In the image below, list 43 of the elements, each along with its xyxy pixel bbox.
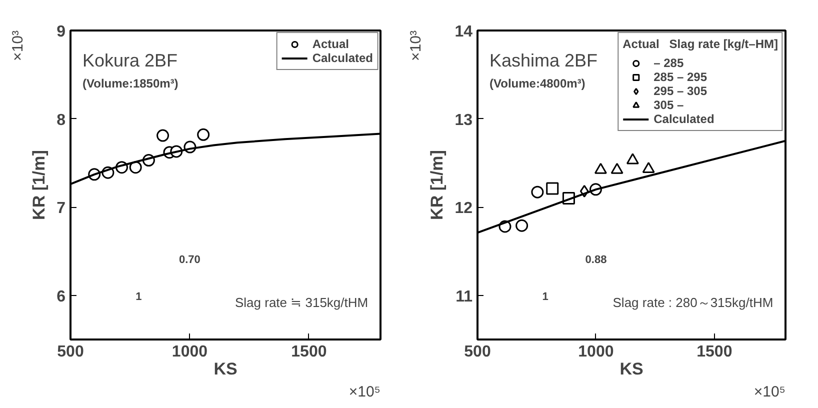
y-tick-label: 8 [56,112,66,129]
y-tick-label: 11 [456,288,473,306]
x-tick-label: 500 [57,344,84,360]
annotation: 0.88 [585,254,607,266]
x-tick-label: 500 [464,344,491,360]
text: Kokura 2BF [82,50,178,70]
legend-label: Calculated [312,51,373,65]
point [156,129,170,142]
annotation: 1 [136,291,142,304]
legend-label: – 285 [654,56,684,70]
x-axis-title: KS [214,360,238,378]
text: ×10⁵ [754,384,786,400]
text: Kashima 2BF [490,50,598,70]
y-tick-label: 14 [454,24,473,40]
y-axis-title: KR [1/m] [428,150,447,220]
legend-label: 285 – 295 [654,70,708,84]
x-tick-label: 1500 [291,344,327,360]
legend-label: Calculated [654,112,714,126]
legend-label: 305 – [654,98,684,112]
legend-label: 295 – 305 [654,84,708,98]
x-tick-label: 1500 [696,344,732,360]
annotation: 0.70 [179,254,200,266]
y-tick-label: 6 [56,288,66,306]
point [197,128,210,141]
text: ×10³ [408,30,424,61]
text: ×10⁵ [348,384,381,400]
legend-label: Actual [312,37,349,51]
annotation: Slag rate : 280～315kg/tHM [612,294,774,310]
y-tick-label: 13 [454,112,473,129]
y-tick-label: 12 [454,200,473,218]
point [129,161,142,174]
y-tick-label: 9 [56,24,66,40]
text: (Volume:1850m³) [82,76,178,90]
legend-title: Actual Slag rate [kg/t–HM] [622,37,778,51]
x-tick-label: 1000 [172,344,208,360]
y-tick-label: 7 [56,200,66,218]
y-axis-title: KR [1/m] [30,150,49,220]
text: ×10³ [10,30,26,61]
text: (Volume:4800m³) [490,76,586,90]
annotation: Slag rate ≒ 315kg/tHM [234,294,368,310]
x-axis-title: KS [620,360,644,378]
annotation: 1 [542,291,548,304]
x-tick-label: 1000 [578,344,614,360]
